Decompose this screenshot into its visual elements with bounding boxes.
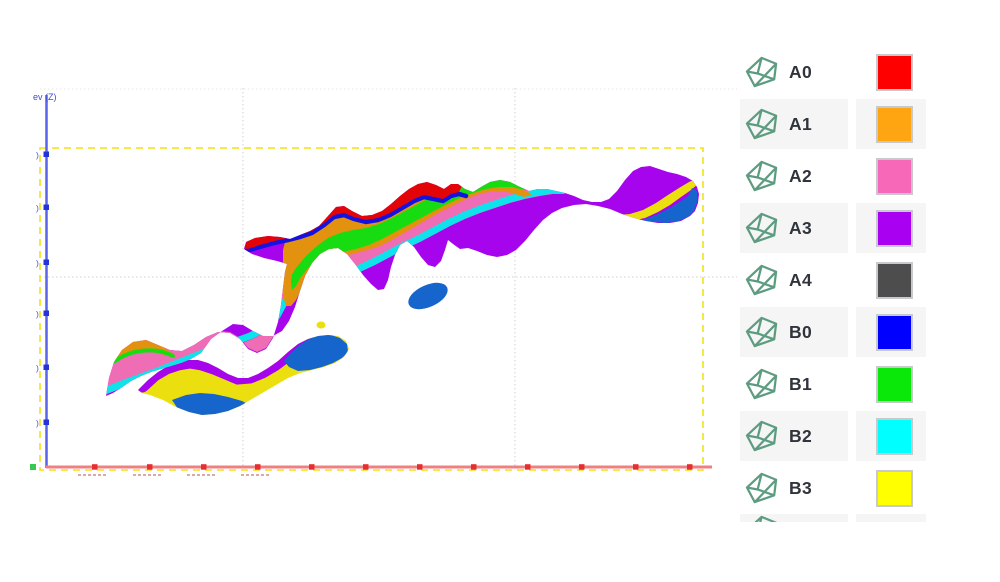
mesh-surface-icon [744,315,781,350]
legend-label: B1 [789,373,812,394]
legend-label-cell[interactable]: A2 [740,151,848,201]
lens-blue-upper [284,335,348,371]
mid-yellow-sliver [544,248,562,256]
legend-row-A3[interactable]: A3 [740,202,940,254]
legend-label-cell[interactable]: B3 [740,463,848,513]
color-swatch[interactable] [876,157,913,195]
mesh-surface-icon [744,159,781,194]
surface-legend: A0 A1 A2 [740,46,940,522]
layer-B1-green [291,177,533,290]
legend-label-cell[interactable]: B2 [740,411,848,461]
legend-row-A4[interactable]: A4 [740,254,940,306]
mesh-surface-icon [744,107,781,142]
legend-label-cell[interactable]: A1 [740,99,848,149]
legend-swatch-cell [856,514,926,522]
mesh-surface-icon [744,514,781,522]
legend-label-cell[interactable]: B0 [740,307,848,357]
legend-swatch-cell[interactable] [856,203,926,253]
mesh-surface-icon [744,367,781,402]
legend-swatch-cell[interactable] [856,359,926,409]
model-extent-dashed-border [39,147,704,471]
legend-swatch-cell[interactable] [856,47,926,97]
color-swatch[interactable] [876,53,913,91]
layer-A0-red [244,181,462,249]
mesh-surface-icon [744,211,781,246]
y-tick-label: ) [36,309,39,319]
legend-swatch-cell[interactable] [856,307,926,357]
mesh-surface-icon [744,471,781,506]
mesh-surface-icon [744,419,781,454]
legend-label-cell[interactable]: A4 [740,255,848,305]
x-axis [30,464,712,476]
y-tick-label: ) [36,203,39,213]
isolated-yellow-dot [316,321,326,329]
y-tick-label: ) [36,418,39,428]
legend-row-A0[interactable]: A0 [740,46,940,98]
legend-row-A1[interactable]: A1 [740,98,940,150]
tip-green-line [113,348,175,363]
legend-row-B3[interactable]: B3 [740,462,940,514]
legend-label: B0 [789,321,812,342]
legend-row-B2[interactable]: B2 [740,410,940,462]
legend-swatch-cell[interactable] [856,99,926,149]
legend-swatch-cell[interactable] [856,463,926,513]
layer-B0-blue-seam [243,191,469,254]
legend-swatch-cell[interactable] [856,151,926,201]
color-swatch[interactable] [876,105,913,143]
legend-label-cell [740,514,848,522]
right-edge-yellow-band [617,179,698,221]
legend-label: A1 [789,113,812,134]
legend-label: B3 [789,477,812,498]
legend-label-cell[interactable]: A3 [740,203,848,253]
color-swatch[interactable] [876,417,913,455]
color-swatch[interactable] [876,261,913,299]
origin-marker [30,464,36,470]
legend-swatch-cell[interactable] [856,255,926,305]
x-tick-labels-faint [78,474,269,476]
legend-row-partial[interactable] [740,514,940,522]
y-tick-labels-clipped: ) ) ) ) ) ) [36,150,39,428]
mesh-surface-icon [744,263,781,298]
legend-row-B1[interactable]: B1 [740,358,940,410]
mesh-surface-icon [744,55,781,90]
y-axis-title: ev (Z) [33,92,57,102]
color-swatch[interactable] [876,469,913,507]
color-swatch[interactable] [876,365,913,403]
y-tick-label: ) [36,363,39,373]
legend-label-cell[interactable]: B1 [740,359,848,409]
legend-label: A3 [789,217,812,238]
legend-row-A2[interactable]: A2 [740,150,940,202]
y-tick-label: ) [36,150,39,160]
color-swatch[interactable] [876,313,913,351]
isolated-blue-blob [408,282,448,310]
legend-label: B2 [789,425,812,446]
color-swatch[interactable] [876,209,913,247]
right-edge-blue-patch [640,188,697,223]
legend-label: A2 [789,165,812,186]
y-tick-label: ) [36,258,39,268]
legend-label-cell[interactable]: A0 [740,47,848,97]
legend-label: A0 [789,61,812,82]
legend-row-B0[interactable]: B0 [740,306,940,358]
legend-swatch-cell[interactable] [856,411,926,461]
legend-label: A4 [789,269,812,290]
y-axis: ) ) ) ) ) ) ev (Z) [33,92,57,468]
